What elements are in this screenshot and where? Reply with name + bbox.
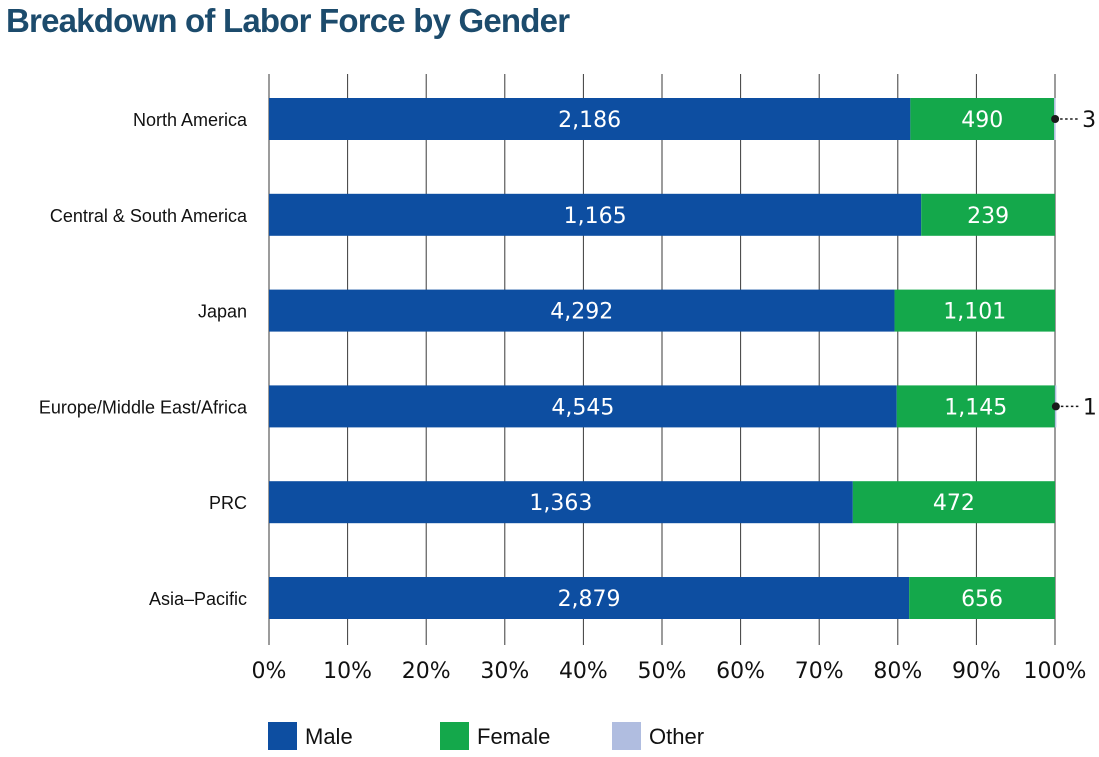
bar-female-central-south-america <box>921 193 1055 236</box>
category-label-central-south-america: Central & South America <box>50 206 248 226</box>
data-label-female-north-america: 490 <box>961 108 1003 133</box>
bar-female-asia-pacific <box>909 577 1055 619</box>
category-label-japan: Japan <box>198 302 247 322</box>
bar-male-north-america <box>269 98 911 140</box>
x-tick-label-100: 100% <box>1024 659 1087 684</box>
data-label-male-asia-pacific: 2,879 <box>558 587 621 612</box>
data-label-female-prc: 472 <box>933 491 975 516</box>
x-tick-label-60: 60% <box>716 659 765 684</box>
bar-male-japan <box>269 289 895 332</box>
bars: 2,186 490 1,165 239 4,292 1,101 4,545 1,145 1,36… <box>269 98 1057 619</box>
legend-label-other: Other <box>649 724 704 749</box>
x-axis-ticks: 0% 10% 20% 30% 40% 50% 60% 70% 80% 90% 100% <box>252 659 1087 684</box>
legend-swatch-other <box>612 722 641 750</box>
data-label-male-prc: 1,363 <box>529 491 592 516</box>
bar-female-prc <box>852 481 1055 524</box>
bar-male-prc <box>269 481 853 524</box>
data-label-male-europe-middle-east-africa: 4,545 <box>551 395 614 420</box>
bar-female-japan <box>894 289 1055 332</box>
data-label-other-north-america: 3 <box>1082 108 1096 133</box>
x-tick-label-20: 20% <box>402 659 451 684</box>
bar-female-europe-middle-east-africa <box>896 385 1055 428</box>
legend-swatch-female <box>440 722 469 750</box>
legend-label-male: Male <box>305 724 353 749</box>
category-label-north-america: North America <box>133 110 248 130</box>
gridlines <box>268 74 1056 645</box>
callout-dot-europe-middle-east-africa <box>1051 402 1060 411</box>
data-label-other-europe-middle-east-africa: 1 <box>1083 395 1097 420</box>
category-labels: North America Central & South America Japa… <box>39 110 248 609</box>
chart-title: Breakdown of Labor Force by Gender <box>6 2 570 39</box>
data-label-male-north-america: 2,186 <box>558 108 621 133</box>
callouts: 31 <box>1051 108 1097 420</box>
legend: Male Female Other <box>268 722 704 750</box>
legend-label-female: Female <box>477 724 550 749</box>
data-label-female-europe-middle-east-africa: 1,145 <box>944 395 1007 420</box>
x-tick-label-50: 50% <box>638 659 687 684</box>
category-label-prc: PRC <box>209 493 247 513</box>
x-tick-label-30: 30% <box>480 659 529 684</box>
data-label-male-central-south-america: 1,165 <box>564 204 627 229</box>
bar-male-asia-pacific <box>269 577 910 619</box>
callout-dot-north-america <box>1051 115 1060 123</box>
x-tick-label-70: 70% <box>795 659 844 684</box>
x-tick-label-40: 40% <box>559 659 608 684</box>
x-tick-label-90: 90% <box>952 659 1001 684</box>
bar-female-north-america <box>910 98 1055 140</box>
x-tick-label-0: 0% <box>252 659 287 684</box>
category-label-asia-pacific: Asia–Pacific <box>149 589 247 609</box>
category-label-europe-middle-east-africa: Europe/Middle East/Africa <box>39 397 248 417</box>
data-label-female-asia-pacific: 656 <box>961 587 1003 612</box>
data-label-male-japan: 4,292 <box>550 300 613 325</box>
x-tick-label-10: 10% <box>323 659 372 684</box>
x-tick-label-80: 80% <box>873 659 922 684</box>
legend-swatch-male <box>268 722 297 750</box>
data-label-female-japan: 1,101 <box>943 300 1006 325</box>
bar-male-central-south-america <box>269 193 922 236</box>
bar-male-europe-middle-east-africa <box>269 385 897 428</box>
data-label-female-central-south-america: 239 <box>967 204 1009 229</box>
